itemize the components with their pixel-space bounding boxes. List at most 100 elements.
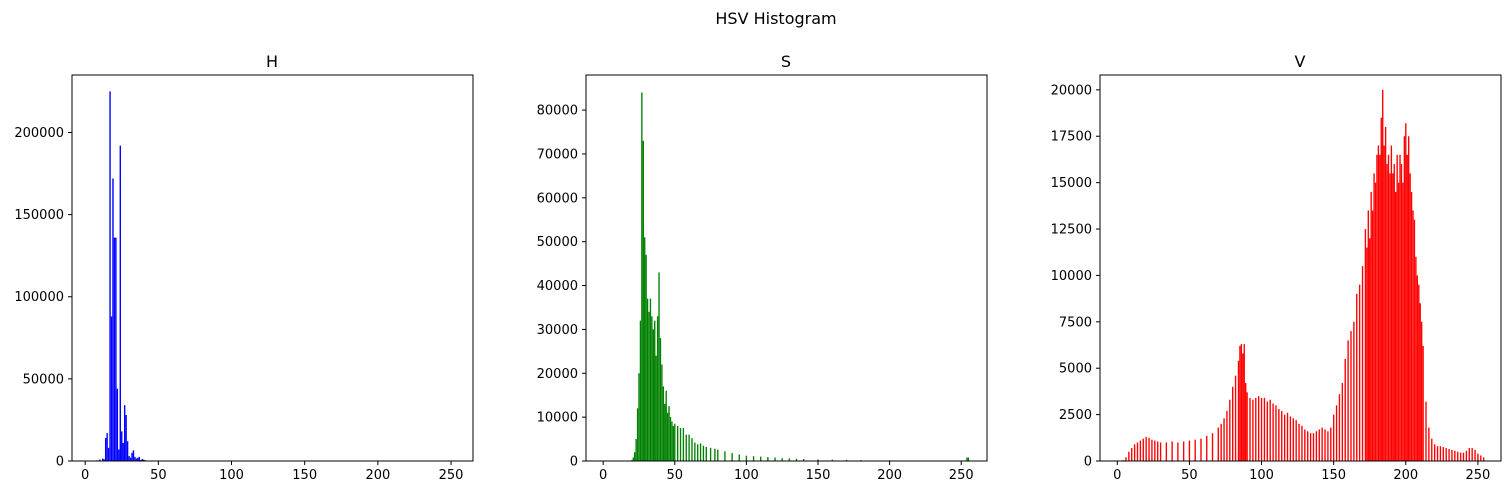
bar: [671, 421, 673, 461]
bar: [128, 456, 130, 461]
y-tick-label: 12500: [1051, 223, 1092, 238]
bar: [1223, 418, 1225, 461]
bar: [664, 403, 666, 461]
subplot-v-ticks: 0 50 100 150 200 2500250050007500100001250015…: [1051, 83, 1491, 483]
bar: [103, 459, 105, 461]
subplot-v-title: V: [1295, 52, 1306, 71]
bar: [1301, 425, 1303, 461]
bar: [1419, 303, 1421, 461]
y-tick-label: 20000: [537, 367, 578, 382]
bar: [1157, 441, 1159, 461]
bar: [1347, 340, 1349, 462]
bar: [1315, 431, 1318, 461]
bar: [1269, 399, 1271, 461]
bar: [1410, 191, 1413, 461]
y-tick-label: 80000: [537, 104, 578, 119]
bar: [649, 298, 652, 461]
bar: [1451, 449, 1453, 461]
bar: [1272, 403, 1274, 461]
bar: [705, 446, 707, 461]
bar: [1483, 457, 1485, 461]
bar: [1217, 427, 1219, 461]
bar: [635, 439, 637, 461]
bar: [745, 455, 748, 461]
bar: [803, 459, 805, 461]
bar: [652, 329, 654, 461]
bar: [788, 458, 791, 461]
bar: [1234, 375, 1237, 461]
bar: [1312, 433, 1315, 461]
bar: [1206, 435, 1208, 461]
bar: [1459, 452, 1462, 461]
y-tick-label: 2500: [1059, 408, 1092, 423]
bar: [1448, 448, 1450, 461]
x-tick-label: 250: [1466, 468, 1491, 483]
bar: [674, 423, 676, 461]
bar: [845, 459, 848, 461]
bar: [1226, 410, 1228, 461]
bar: [1387, 154, 1390, 462]
bar: [1289, 416, 1292, 461]
bar: [1457, 451, 1459, 461]
x-tick-label: 200: [365, 468, 390, 483]
bar: [731, 453, 733, 461]
bar: [119, 145, 121, 461]
subplot-s-frame: [585, 74, 988, 462]
bar: [1243, 344, 1245, 461]
y-tick-label: 100000: [14, 290, 64, 305]
bar: [1413, 219, 1416, 461]
y-tick-label: 50000: [23, 372, 64, 387]
bar: [1382, 89, 1384, 461]
bar: [646, 298, 649, 461]
bar: [632, 457, 634, 461]
bar: [1392, 173, 1394, 462]
bar: [967, 457, 970, 461]
bar: [669, 417, 672, 461]
figure-suptitle: HSV Histogram: [715, 9, 836, 28]
bar: [1367, 210, 1369, 461]
bar: [717, 449, 719, 461]
bar: [1442, 447, 1444, 461]
bar: [1327, 431, 1329, 461]
bar: [638, 373, 640, 461]
bar: [1237, 360, 1240, 461]
bar: [116, 388, 119, 461]
bar: [648, 311, 650, 461]
bar: [656, 316, 659, 461]
bar: [1431, 438, 1433, 461]
bar: [1344, 358, 1346, 461]
bar: [121, 431, 123, 461]
bar: [1145, 436, 1147, 462]
bar: [1412, 210, 1414, 461]
bar: [691, 438, 693, 461]
bar: [1358, 284, 1361, 461]
bar: [1318, 429, 1320, 461]
bar: [738, 454, 740, 461]
bar: [1338, 394, 1341, 461]
bar: [109, 91, 111, 462]
bar: [1125, 457, 1127, 461]
bar: [1239, 345, 1241, 461]
bar: [137, 457, 139, 461]
bar: [143, 459, 145, 461]
y-tick-label: 0: [1084, 455, 1092, 470]
bar: [1128, 451, 1130, 461]
x-tick-label: 100: [1249, 468, 1274, 483]
bar: [1220, 423, 1222, 461]
bar: [1211, 433, 1214, 461]
bar: [1436, 446, 1439, 461]
bar: [1283, 414, 1286, 461]
bar: [676, 425, 679, 461]
bar: [1148, 437, 1150, 461]
bar: [1246, 392, 1248, 461]
bar: [1409, 173, 1411, 462]
x-tick-label: 50: [667, 468, 684, 483]
x-tick-label: 200: [877, 468, 902, 483]
y-tick-label: 0: [56, 455, 64, 470]
bar: [665, 390, 667, 461]
bar: [1257, 396, 1260, 461]
bar: [1390, 145, 1393, 461]
bar: [774, 457, 776, 461]
bar: [1468, 448, 1470, 461]
